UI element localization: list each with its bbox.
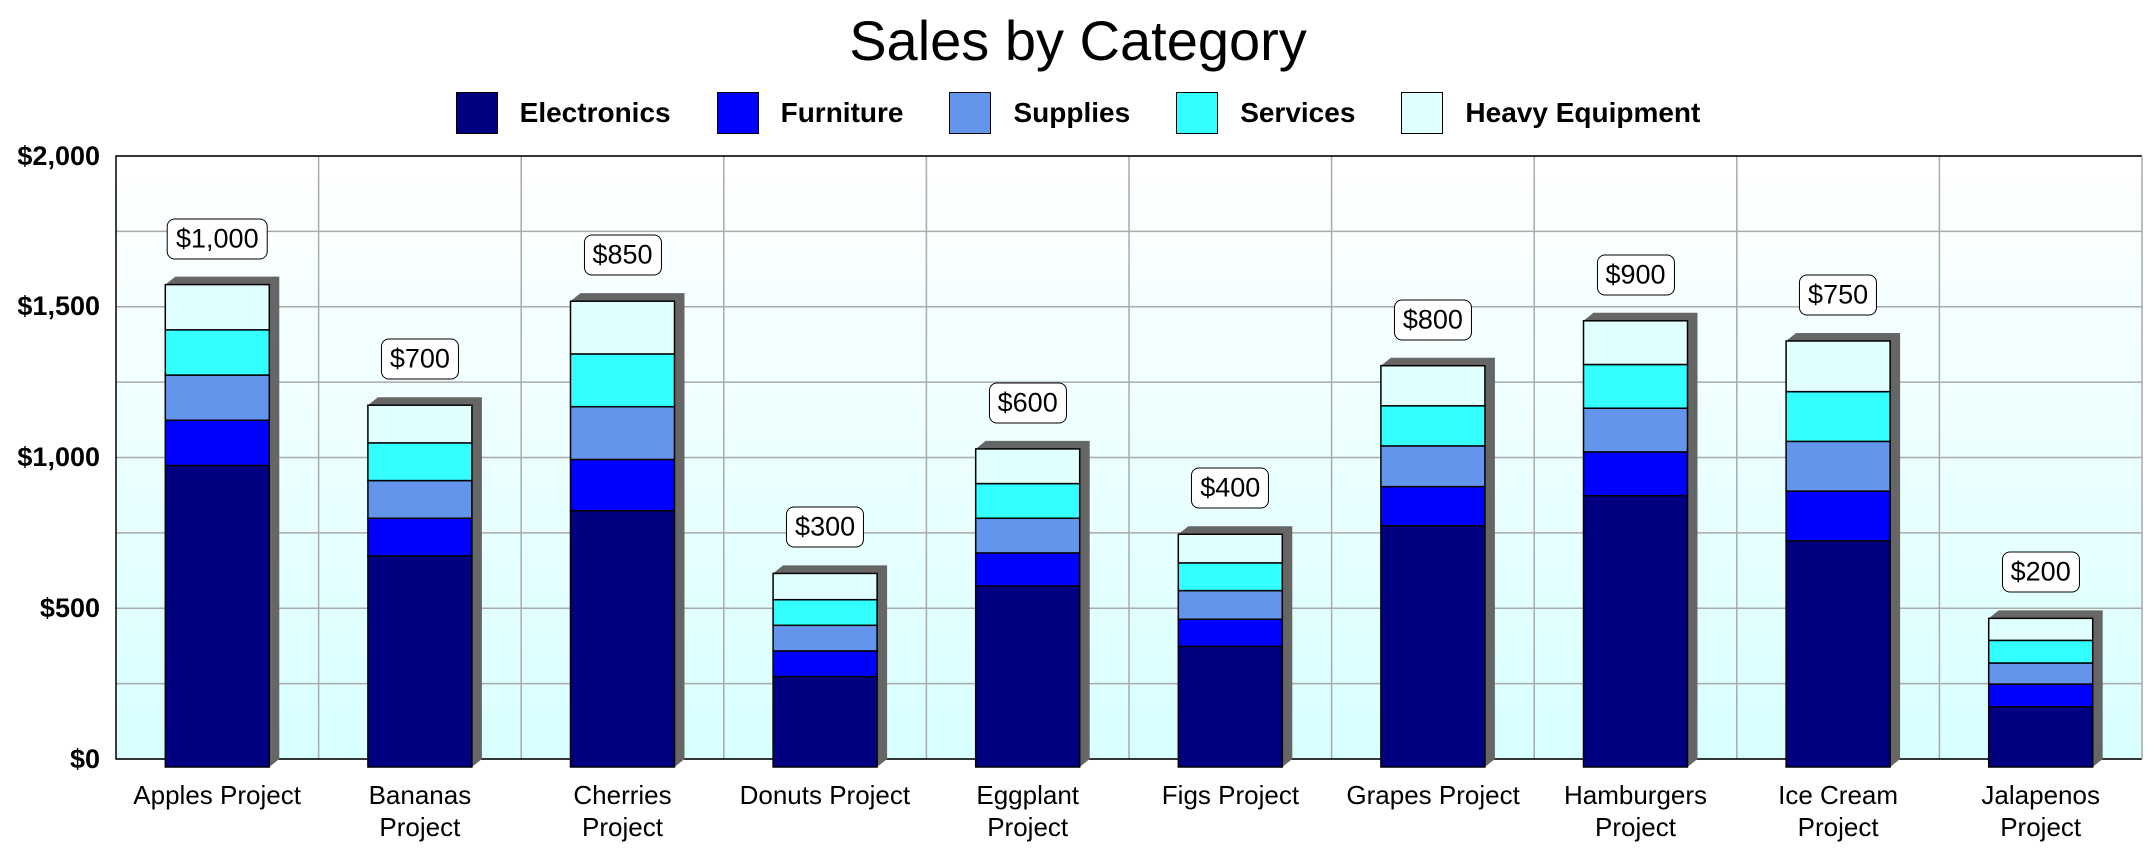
- x-tick-label: Eggplant Project: [976, 780, 1080, 842]
- bar-segment: [367, 479, 473, 520]
- bar-segment: [569, 300, 676, 355]
- bar-segment: [569, 509, 676, 768]
- bar-segment: [367, 442, 473, 482]
- bar-segment: [1582, 407, 1689, 453]
- legend-swatch: [949, 92, 992, 134]
- bar-segment: [1987, 683, 2094, 708]
- bar-segment: [974, 552, 1081, 587]
- bar-segment: [164, 374, 271, 422]
- data-label: $750: [1799, 274, 1878, 316]
- legend-label: Services: [1240, 97, 1356, 128]
- bar-segment: [772, 650, 878, 678]
- data-label: $300: [786, 506, 865, 548]
- x-tick-label: Hamburgers Project: [1563, 780, 1708, 842]
- bar-segment: [1177, 562, 1284, 592]
- data-label: $600: [988, 382, 1067, 424]
- legend-item: Services: [1176, 92, 1355, 134]
- bar-segment: [569, 353, 676, 408]
- x-tick-label: Jalapenos Project: [1981, 780, 2100, 842]
- y-tick-label: $500: [39, 592, 100, 623]
- bar-segment: [1380, 445, 1486, 488]
- data-label: $200: [2001, 551, 2080, 593]
- bar-segment: [1177, 618, 1284, 648]
- bar-segment: [367, 404, 473, 444]
- legend-swatch: [1176, 92, 1219, 134]
- bar-segment: [1177, 589, 1284, 621]
- legend: Electronics Furniture Supplies Services Heav…: [0, 92, 2156, 134]
- x-tick-label: Figs Project: [1161, 780, 1300, 810]
- legend-label: Electronics: [519, 97, 671, 128]
- bar-segment: [1785, 540, 1891, 768]
- plot-frame: [115, 155, 2142, 760]
- bar-segment: [974, 517, 1081, 554]
- y-tick-label: $1,500: [17, 291, 100, 322]
- bar-segment: [1987, 705, 2094, 768]
- x-tick-label: Bananas Project: [368, 780, 472, 842]
- legend-item: Heavy Equipment: [1401, 92, 1700, 134]
- bar-segment: [1380, 364, 1486, 407]
- data-label: $900: [1596, 254, 1675, 296]
- legend-item: Furniture: [716, 92, 904, 134]
- bar-segment: [974, 482, 1081, 520]
- x-tick-label: Donuts Project: [739, 780, 911, 810]
- bar-segment: [164, 329, 271, 376]
- bar-segment: [1785, 340, 1891, 393]
- y-tick-label: $1,000: [17, 442, 100, 472]
- legend-item: Supplies: [949, 92, 1130, 134]
- bar-segment: [772, 624, 878, 652]
- x-tick-label: Apples Project: [133, 780, 301, 810]
- bar-segment: [1785, 490, 1891, 542]
- bar-segment: [1987, 662, 2094, 685]
- bar-segment: [1785, 440, 1891, 492]
- x-tick-label: Ice Cream Project: [1778, 780, 1899, 842]
- legend-label: Supplies: [1013, 97, 1131, 128]
- data-label: $1,000: [167, 218, 268, 260]
- bar-segment: [772, 572, 878, 601]
- bar-segment: [164, 283, 271, 331]
- data-label: $700: [380, 338, 459, 380]
- bar-segment: [1582, 494, 1689, 768]
- bar-segment: [1380, 485, 1486, 527]
- legend-swatch: [716, 92, 759, 134]
- bar-segment: [1987, 639, 2094, 664]
- x-tick-label: Grapes Project: [1346, 780, 1520, 810]
- bar-segment: [164, 464, 271, 768]
- bar-segment: [1582, 320, 1689, 366]
- bar-segment: [974, 448, 1081, 485]
- bar-segment: [1380, 405, 1486, 447]
- bar-segment: [1380, 525, 1486, 768]
- bar-segment: [1177, 533, 1284, 564]
- bar-segment: [1582, 451, 1689, 497]
- bar-segment: [164, 419, 271, 467]
- bar-segment: [367, 555, 473, 768]
- legend-label: Furniture: [780, 97, 904, 128]
- legend-item: Electronics: [455, 92, 671, 134]
- bar-segment: [1987, 617, 2094, 642]
- bar-segment: [1582, 363, 1689, 409]
- y-tick-label: $2,000: [17, 140, 100, 171]
- bar-segment: [1177, 645, 1284, 768]
- chart-title: Sales by Category: [849, 9, 1307, 72]
- bar-segment: [569, 458, 676, 512]
- bar-segment: [1785, 390, 1891, 443]
- bar-segment: [367, 517, 473, 557]
- bar-segment: [772, 598, 878, 627]
- legend-swatch: [455, 92, 498, 134]
- data-label: $400: [1191, 467, 1270, 509]
- bar-segment: [772, 675, 878, 768]
- x-tick-label: Cherries Project: [573, 780, 672, 842]
- data-label: $850: [583, 234, 662, 276]
- bar-segment: [569, 405, 676, 461]
- bar-segment: [974, 585, 1081, 768]
- legend-label: Heavy Equipment: [1465, 97, 1701, 128]
- y-tick-label: $0: [69, 743, 100, 774]
- data-label: $800: [1393, 299, 1472, 341]
- legend-swatch: [1401, 92, 1444, 134]
